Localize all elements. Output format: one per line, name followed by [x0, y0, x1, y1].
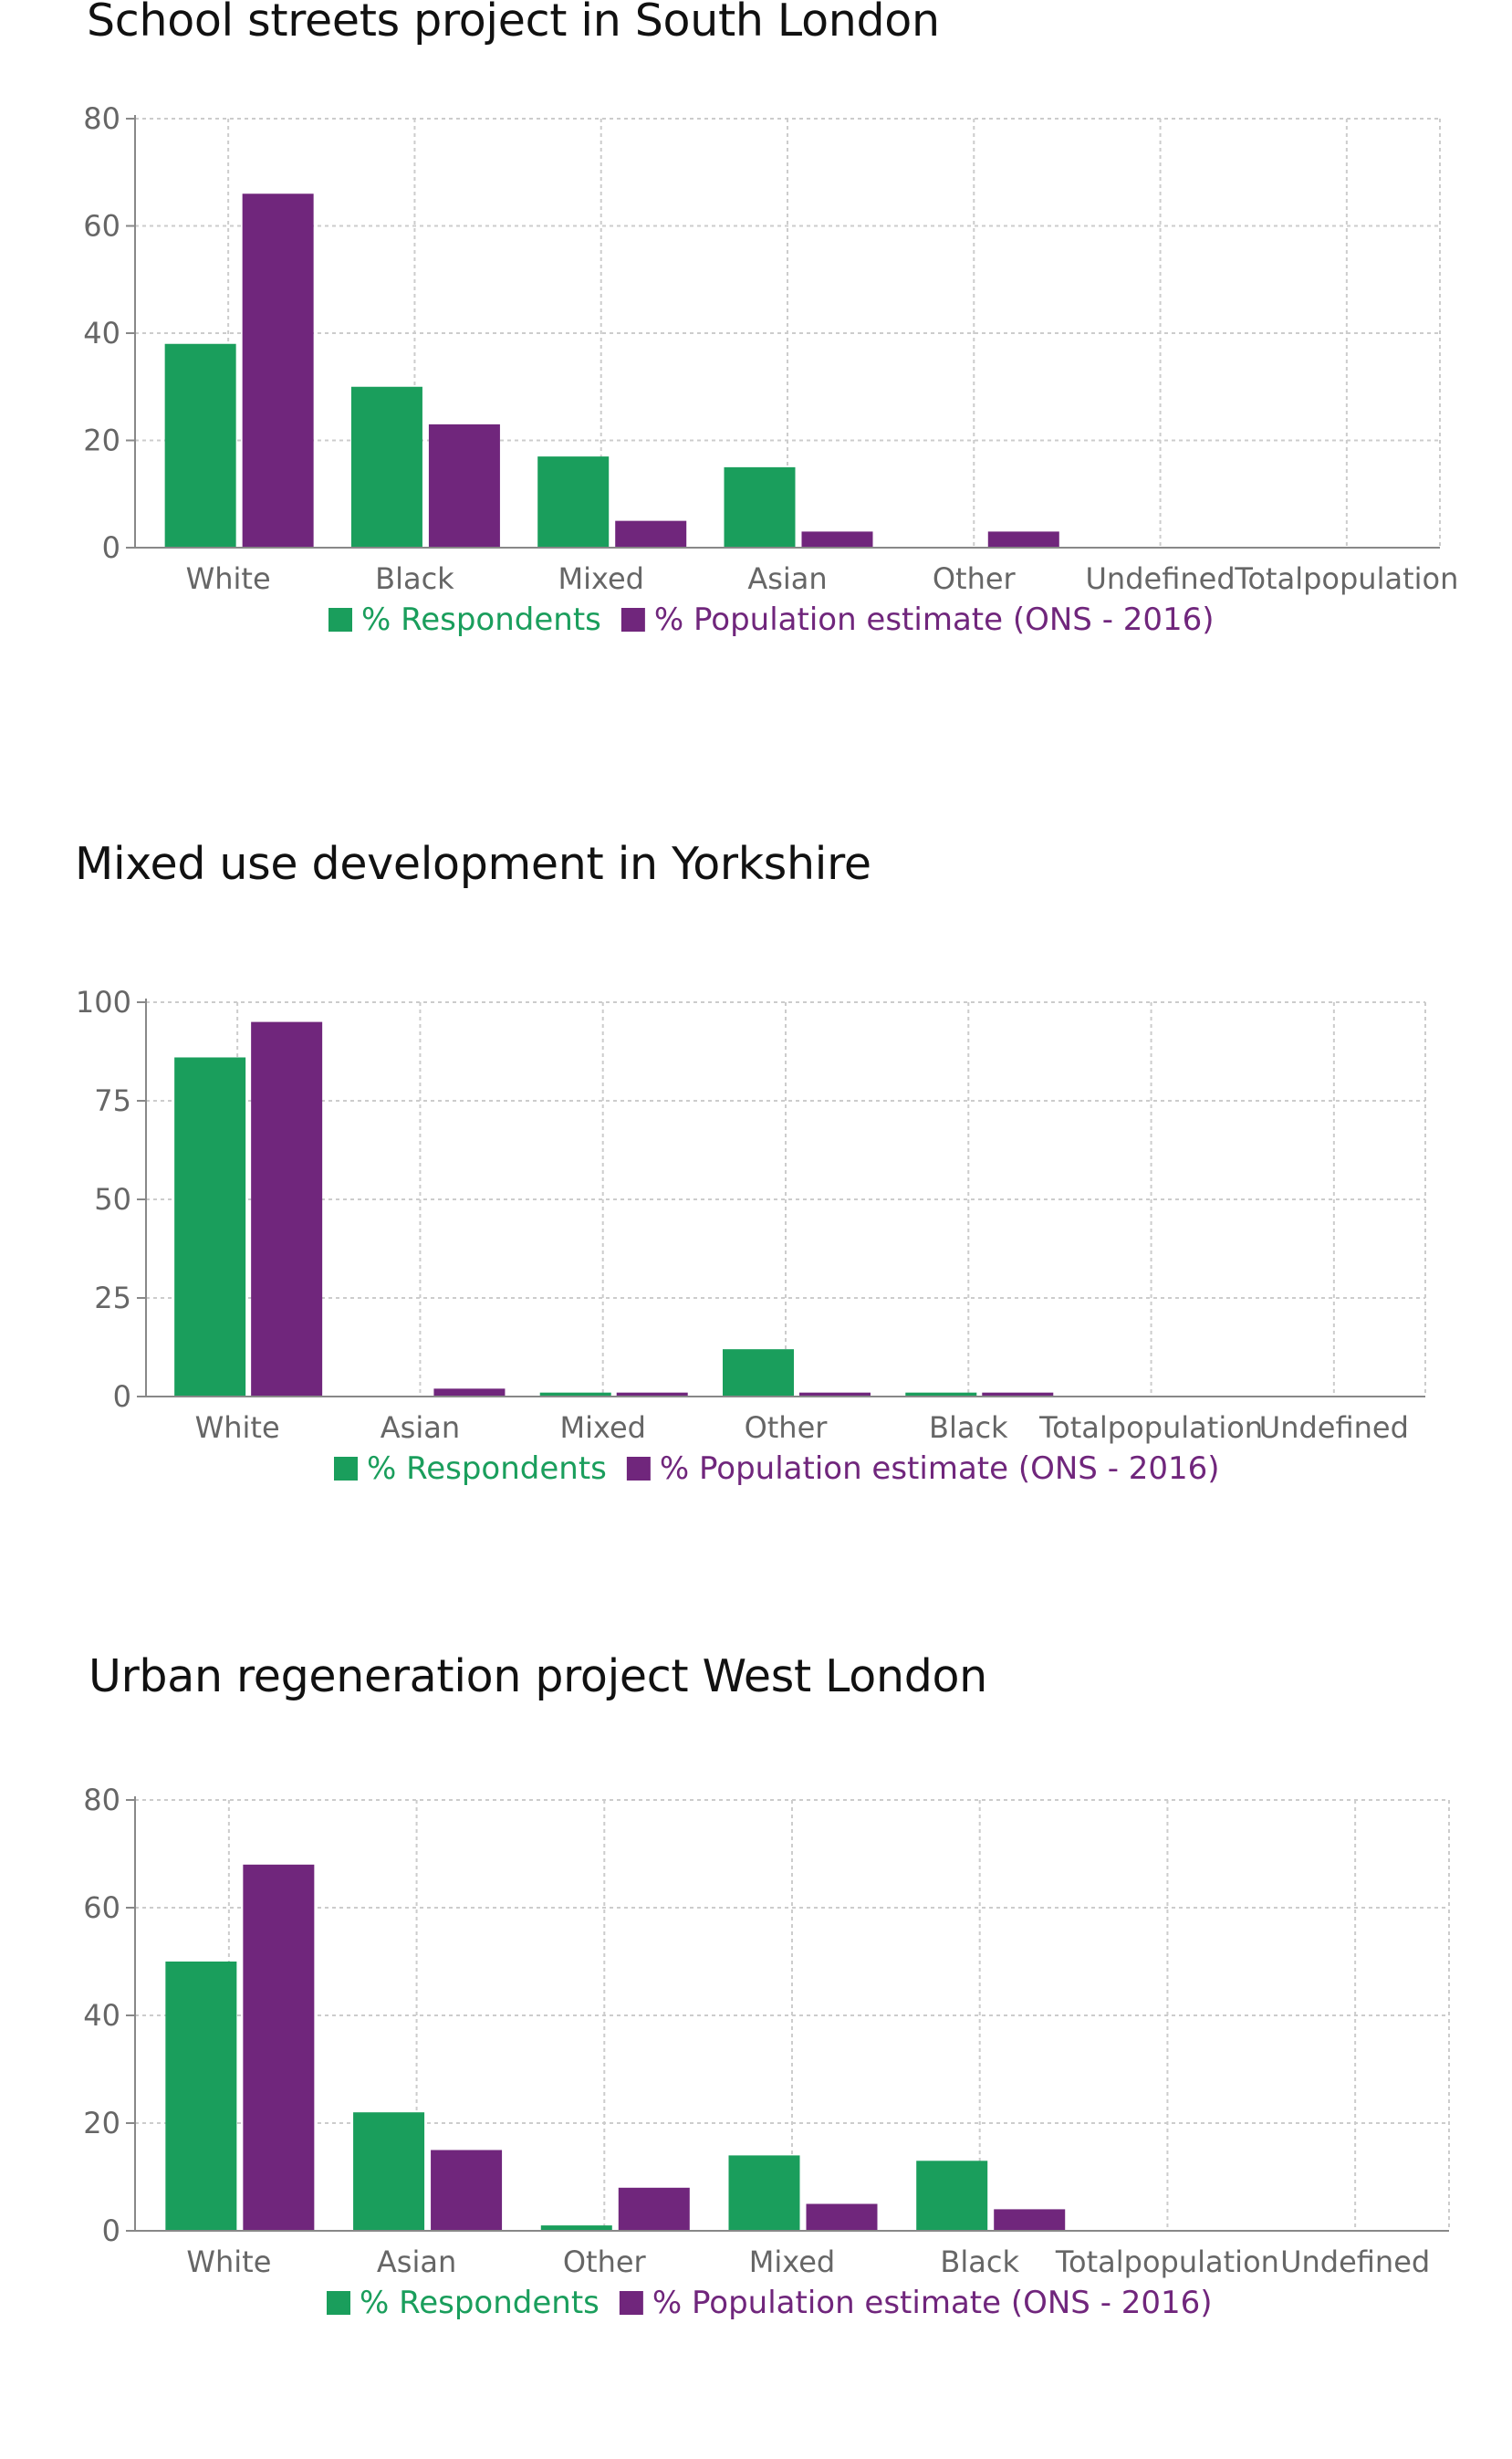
- x-tick-label: Totalpopulation: [1055, 2244, 1279, 2279]
- legend-swatch-population: [620, 608, 645, 632]
- legend-swatch-population: [619, 2291, 643, 2315]
- bar-respondents: [164, 343, 236, 548]
- bar-population: [251, 1021, 323, 1397]
- x-tick-label: Black: [929, 1410, 1008, 1445]
- bar-population: [799, 1392, 871, 1397]
- bar-respondents: [165, 1962, 237, 2231]
- y-tick-label: 60: [83, 1890, 120, 1925]
- bar-respondents: [724, 466, 796, 548]
- x-tick-label: White: [186, 561, 271, 596]
- chart-panel-2: Mixed use development in Yorkshire 0 25 50…: [0, 838, 1512, 1568]
- bar-respondents: [539, 1392, 611, 1397]
- bar-population: [615, 520, 687, 548]
- x-tick-label: Undefined: [1259, 1410, 1409, 1445]
- y-tick-label: 0: [113, 1379, 131, 1414]
- x-tick-label: White: [195, 1410, 280, 1445]
- bar-population: [433, 1388, 506, 1397]
- y-tick-label: 50: [94, 1182, 131, 1217]
- x-tick-label: Mixed: [749, 2244, 835, 2279]
- bar-respondents: [916, 2161, 988, 2231]
- chart-title: School streets project in South London: [87, 0, 940, 47]
- y-tick-label: 100: [76, 985, 131, 1020]
- bar-respondents: [537, 456, 610, 548]
- y-tick-label: 40: [83, 1998, 120, 2033]
- bar-population: [806, 2203, 878, 2231]
- x-tick-label: Asian: [747, 561, 827, 596]
- legend-swatch-population: [626, 1457, 651, 1481]
- bar-chart: 0 25 50 75 100 White Asian Mixed Other Black Total…: [76, 985, 1426, 1487]
- y-tick-label: 80: [83, 101, 120, 136]
- legend-label-population: % Population estimate (ONS - 2016): [652, 2285, 1213, 2321]
- bar-population: [994, 2209, 1066, 2231]
- y-tick-label: 20: [83, 2106, 120, 2140]
- legend-label-respondents: % Respondents: [360, 2285, 600, 2321]
- legend-swatch-respondents: [327, 2291, 350, 2315]
- bar-population: [242, 194, 314, 548]
- y-tick-label: 20: [83, 424, 120, 458]
- bar-population: [987, 531, 1059, 548]
- bar-respondents: [174, 1057, 246, 1397]
- bar-population: [801, 531, 873, 548]
- legend-swatch-respondents: [334, 1457, 358, 1481]
- x-tick-label: Other: [563, 2244, 647, 2279]
- chart-panel-3: Urban regeneration project West London 0…: [0, 1650, 1512, 2358]
- x-tick-label: Mixed: [558, 561, 643, 596]
- chart-panel-1: School streets project in South London 0…: [0, 0, 1512, 730]
- bar-population: [982, 1392, 1054, 1397]
- x-tick-label: Black: [375, 561, 454, 596]
- x-tick-label: Other: [745, 1410, 829, 1445]
- y-tick-label: 80: [83, 1783, 120, 1817]
- y-tick-label: 25: [94, 1281, 131, 1315]
- x-tick-label: Totalpopulation: [1234, 561, 1458, 596]
- bar-respondents: [540, 2225, 612, 2231]
- x-tick-label: White: [186, 2244, 271, 2279]
- y-tick-label: 75: [94, 1083, 131, 1118]
- x-tick-label: Asian: [381, 1410, 460, 1445]
- bar-population: [618, 2187, 690, 2231]
- x-tick-label: Totalpopulation: [1038, 1410, 1263, 1445]
- bar-respondents: [728, 2155, 800, 2231]
- y-tick-label: 0: [102, 2213, 120, 2248]
- legend-label-respondents: % Respondents: [361, 602, 601, 638]
- x-tick-label: Asian: [377, 2244, 456, 2279]
- y-tick-label: 60: [83, 209, 120, 244]
- x-tick-label: Undefined: [1086, 561, 1236, 596]
- legend-label-respondents: % Respondents: [367, 1450, 607, 1487]
- chart-title: Urban regeneration project West London: [89, 1650, 987, 1702]
- bar-respondents: [350, 386, 422, 548]
- bar-respondents: [353, 2112, 425, 2231]
- bar-respondents: [723, 1349, 794, 1397]
- bar-respondents: [905, 1392, 977, 1397]
- bar-population: [616, 1392, 688, 1397]
- y-tick-label: 0: [102, 530, 120, 565]
- y-tick-label: 40: [83, 316, 120, 351]
- x-tick-label: Mixed: [559, 1410, 645, 1445]
- chart-title: Mixed use development in Yorkshire: [75, 838, 871, 890]
- legend-label-population: % Population estimate (ONS - 2016): [654, 602, 1215, 638]
- bar-chart: 0 20 40 60 80 White Asian Other Mixed Black Totalp…: [83, 1783, 1450, 2321]
- legend-swatch-respondents: [328, 608, 352, 632]
- bar-population: [243, 1864, 315, 2231]
- x-tick-label: Other: [933, 561, 1017, 596]
- bar-population: [428, 424, 500, 548]
- bar-chart: 0 20 40 60 80 White Black Mixed Asian Other Undefi…: [83, 101, 1458, 638]
- legend-label-population: % Population estimate (ONS - 2016): [660, 1450, 1220, 1487]
- bar-population: [431, 2150, 503, 2231]
- x-tick-label: Black: [940, 2244, 1019, 2279]
- x-tick-label: Undefined: [1280, 2244, 1430, 2279]
